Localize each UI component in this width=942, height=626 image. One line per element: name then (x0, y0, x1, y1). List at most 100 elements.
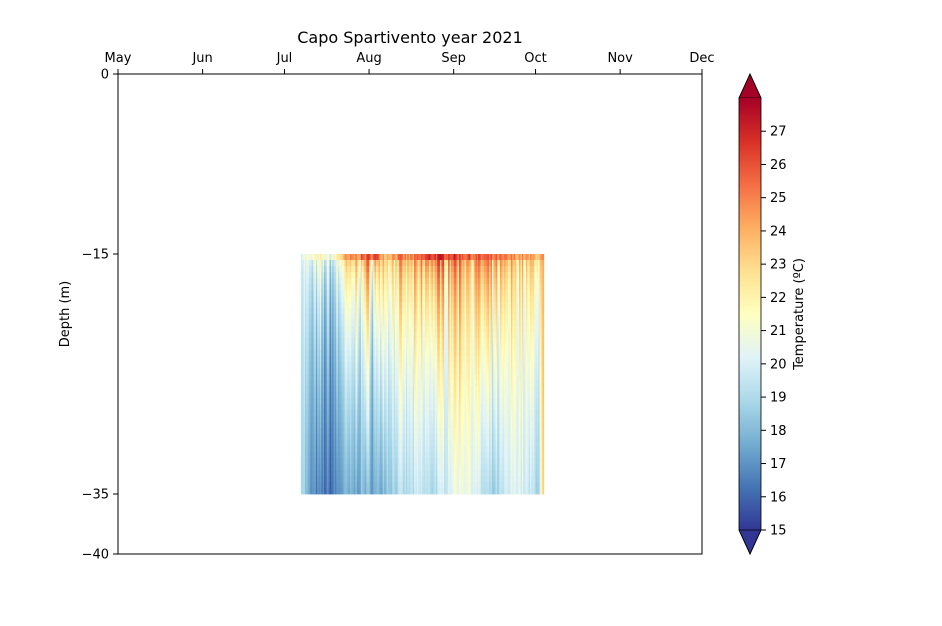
heatmap-cell (374, 392, 377, 399)
heatmap-cell (389, 476, 392, 483)
heatmap-cell (317, 404, 319, 411)
heatmap-cell (360, 464, 363, 471)
heatmap-cell (366, 404, 369, 411)
heatmap-cell (407, 470, 410, 477)
heatmap-cell (313, 368, 315, 375)
heatmap-cell (359, 326, 362, 333)
heatmap-cell (412, 428, 415, 435)
heatmap-cell (314, 452, 317, 459)
heatmap-cell (300, 302, 303, 309)
heatmap-cell (343, 392, 345, 399)
heatmap-cell (384, 350, 386, 357)
heatmap-cell (325, 338, 328, 345)
heatmap-cell (369, 470, 371, 477)
heatmap-cell (325, 296, 328, 303)
heatmap-cell (303, 368, 306, 375)
heatmap-cell (315, 452, 318, 459)
heatmap-cell (362, 344, 364, 351)
heatmap-cell (366, 476, 369, 483)
heatmap-cell (333, 314, 336, 321)
heatmap-cell (394, 398, 397, 405)
heatmap-cell (408, 344, 411, 351)
heatmap-cell (300, 266, 303, 273)
heatmap-cell (349, 254, 352, 261)
heatmap-cell (388, 374, 390, 381)
heatmap-cell (319, 314, 322, 321)
heatmap-cell (307, 314, 310, 321)
heatmap-cell (355, 272, 358, 279)
heatmap-cell (385, 290, 388, 297)
heatmap-cell (377, 404, 380, 411)
heatmap-cell (369, 482, 371, 489)
heatmap-cell (381, 290, 384, 297)
heatmap-cell (322, 272, 325, 279)
heatmap-cell (333, 272, 336, 279)
heatmap-cell (355, 458, 358, 465)
heatmap-cell (330, 386, 333, 393)
heatmap-cell (396, 476, 399, 483)
heatmap-cell (319, 458, 322, 465)
heatmap-cell (326, 284, 329, 291)
heatmap-cell (315, 392, 318, 399)
heatmap-cell (314, 410, 317, 417)
heatmap-cell (315, 278, 318, 285)
heatmap-cell (366, 266, 369, 273)
heatmap-cell (324, 350, 326, 357)
heatmap-cell (362, 362, 364, 369)
heatmap-cell (317, 278, 319, 285)
heatmap-cell (328, 422, 330, 429)
heatmap-cell (389, 374, 392, 381)
heatmap-cell (343, 356, 345, 363)
heatmap-cell (367, 476, 370, 483)
heatmap-cell (392, 356, 395, 363)
heatmap-cell (351, 344, 354, 351)
heatmap-cell (315, 386, 318, 393)
heatmap-cell (385, 386, 388, 393)
heatmap-cell (340, 356, 343, 363)
heatmap-cell (370, 482, 373, 489)
heatmap-cell (407, 308, 410, 315)
heatmap-cell (359, 482, 362, 489)
heatmap-cell (321, 428, 324, 435)
heatmap-cell (362, 404, 364, 411)
heatmap-cell (336, 482, 339, 489)
heatmap-cell (341, 320, 344, 327)
heatmap-cell (375, 350, 378, 357)
heatmap-cell (396, 308, 399, 315)
heatmap-cell (356, 284, 359, 291)
heatmap-cell (382, 452, 385, 459)
heatmap-cell (349, 458, 352, 465)
heatmap-cell (315, 296, 318, 303)
heatmap-cell (373, 266, 375, 273)
heatmap-cell (367, 446, 370, 453)
heatmap-cell (328, 470, 330, 477)
heatmap-cell (349, 320, 352, 327)
heatmap-cell (306, 380, 309, 387)
heatmap-cell (322, 314, 325, 321)
heatmap-cell (377, 482, 380, 489)
heatmap-cell (300, 464, 303, 471)
heatmap-cell (371, 278, 374, 285)
heatmap-cell (351, 320, 354, 327)
heatmap-cell (347, 368, 349, 375)
heatmap-cell (332, 470, 334, 477)
heatmap-cell (333, 434, 336, 441)
heatmap-cell (360, 380, 363, 387)
heatmap-cell (300, 386, 303, 393)
heatmap-cell (354, 362, 356, 369)
heatmap-cell (304, 422, 307, 429)
heatmap-cell (377, 446, 380, 453)
heatmap-cell (359, 458, 362, 465)
heatmap-cell (318, 332, 321, 339)
heatmap-cell (302, 404, 304, 411)
heatmap-cell (322, 470, 325, 477)
heatmap-cell (332, 488, 334, 495)
heatmap-cell (379, 278, 382, 285)
heatmap-cell (317, 464, 319, 471)
heatmap-cell (369, 260, 371, 267)
heatmap-cell (354, 314, 356, 321)
heatmap-cell (385, 260, 388, 267)
heatmap-cell (311, 398, 314, 405)
heatmap-cell (385, 338, 388, 345)
heatmap-cell (311, 404, 314, 411)
